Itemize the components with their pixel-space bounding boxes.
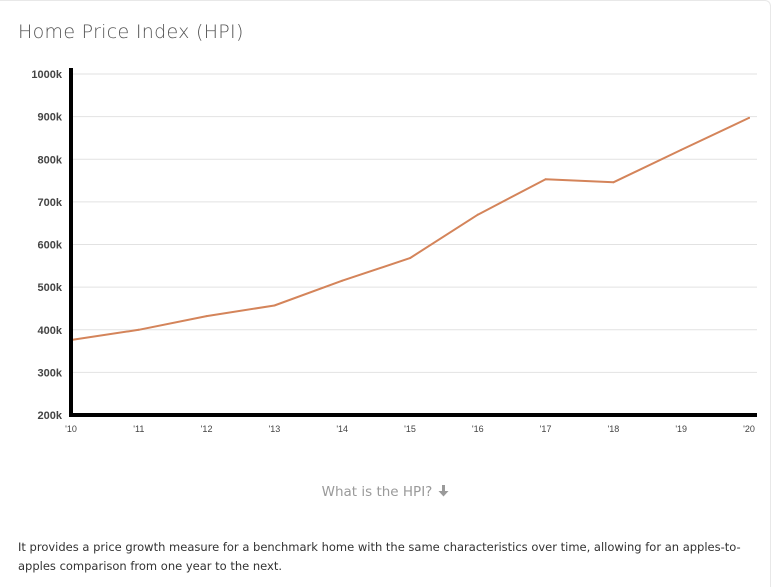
y-tick-label: 500k (38, 282, 63, 294)
data-point (341, 279, 344, 282)
x-tick-label: '18 (608, 424, 620, 434)
x-tick-label: '12 (201, 424, 213, 434)
data-point (612, 181, 615, 184)
x-axis-tick-labels: '10 '11 '12 '13 '14 '15 '16 '17 '18 '19 '20 (65, 424, 755, 434)
x-tick-label: '10 (65, 424, 77, 434)
axes (69, 68, 757, 417)
chart-title: Home Price Index (HPI) (18, 21, 244, 43)
data-point (205, 315, 208, 318)
y-tick-label: 800k (38, 154, 63, 166)
x-tick-label: '16 (472, 424, 484, 434)
x-tick-label: '14 (336, 424, 348, 434)
what-is-hpi-toggle[interactable]: What is the HPI? (0, 484, 771, 501)
y-tick-label: 300k (38, 367, 63, 379)
data-point (409, 257, 411, 260)
x-tick-label: '19 (675, 424, 687, 434)
x-tick-label: '11 (133, 424, 144, 434)
y-tick-label: 200k (38, 410, 63, 422)
y-tick-label: 600k (38, 240, 63, 252)
data-point (273, 304, 276, 307)
what-is-hpi-label: What is the HPI? (321, 484, 433, 500)
hpi-line-chart: 200k 300k 400k 500k 600k 700k 800k 900k 1000k '1… (31, 68, 757, 434)
data-point (137, 328, 140, 331)
data-point (680, 148, 683, 151)
y-tick-label: 400k (38, 325, 63, 337)
y-tick-label: 1000k (31, 69, 62, 81)
series-line (70, 116, 750, 341)
x-tick-label: '20 (743, 424, 755, 434)
y-tick-label: 900k (38, 112, 63, 124)
x-tick-label: '15 (404, 424, 416, 434)
arrow-down-icon (438, 485, 449, 501)
hpi-description: It provides a price growth measure for a… (18, 540, 741, 573)
x-tick-label: '13 (269, 424, 281, 434)
series-layer (70, 116, 750, 341)
x-tick-label: '17 (540, 424, 552, 434)
data-point (748, 116, 750, 119)
data-point (476, 213, 479, 216)
data-point (544, 178, 547, 181)
y-tick-label: 700k (38, 197, 63, 209)
y-axis-tick-labels: 200k 300k 400k 500k 600k 700k 800k 900k 1000k (31, 69, 62, 422)
gridlines (71, 73, 757, 373)
